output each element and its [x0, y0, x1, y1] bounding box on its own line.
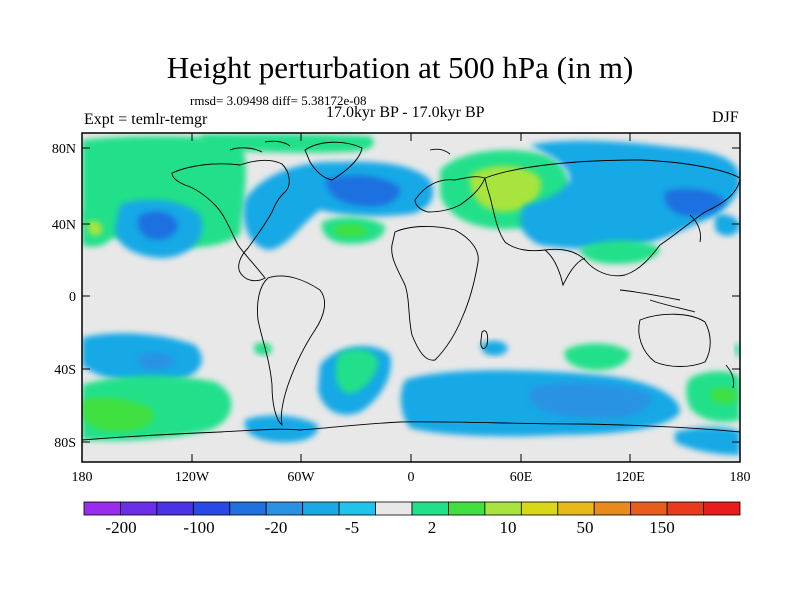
region-negative-westpacific: [715, 214, 740, 236]
contour-fields: [82, 133, 740, 455]
region-negative-pacific-core: [138, 211, 178, 240]
region-positive-eastasia: [580, 240, 660, 264]
colorbar-label-neg100: -100: [183, 518, 214, 537]
region-positive-southpacific-core: [82, 397, 154, 432]
x-label-60w: 60W: [287, 470, 315, 485]
colorbar-label-neg20: -20: [265, 518, 288, 537]
x-label-180e: 180: [730, 470, 751, 485]
coast-africa: [391, 226, 479, 361]
colorbar-bin-7: [338, 501, 376, 516]
colorbar-bin-11: [484, 501, 522, 516]
y-label-40s: 40S: [54, 363, 76, 378]
x-label-60e: 60E: [510, 470, 533, 485]
coast-antarctica: [82, 421, 740, 441]
y-label-40n: 40N: [52, 218, 76, 233]
colorbar-bin-2: [156, 501, 194, 516]
y-axis: 80N 40N 0 40S 80S: [52, 142, 740, 451]
region-negative-atlantic-core: [325, 175, 401, 207]
colorbar-bin-3: [192, 501, 231, 516]
coast-north-america: [171, 159, 290, 282]
colorbar-bin-15: [630, 501, 668, 516]
season-label: DJF: [712, 109, 739, 126]
colorbar-bin-12: [520, 501, 559, 516]
region-negative-siberia: [520, 140, 740, 249]
x-label-0: 0: [408, 470, 415, 485]
colorbar-bin-6: [302, 501, 340, 516]
region-positive-southatlantic: [335, 348, 378, 394]
x-label-120e: 120E: [615, 470, 645, 485]
colorbar-bin-8: [375, 501, 413, 516]
coast-indonesia: [619, 289, 696, 313]
colorbar: [83, 501, 741, 516]
colorbar-label-neg200: -200: [105, 518, 136, 537]
colorbar-bin-16: [666, 501, 704, 516]
y-label-80s: 80S: [54, 436, 76, 451]
region-positive-farwest-core: [88, 220, 103, 236]
period-label: 17.0kyr BP - 17.0kyr BP: [326, 104, 485, 121]
experiment-label: Expt = temlr-temgr: [84, 111, 208, 128]
colorbar-bin-0: [83, 501, 121, 516]
coast-australia: [638, 313, 711, 367]
colorbar-label-50: 50: [577, 518, 594, 537]
colorbar-bin-13: [557, 501, 595, 516]
colorbar-bin-14: [593, 501, 632, 516]
colorbar-bin-17: [703, 501, 741, 516]
region-positive-tropic-1: [254, 342, 272, 356]
colorbar-label-150: 150: [649, 518, 675, 537]
coast-greenland: [304, 141, 363, 181]
colorbar-labels: -200 -100 -20 -5 2 10 50 150: [105, 518, 674, 537]
region-negative-southpacific-core: [137, 352, 175, 370]
coast-newzealand: [725, 364, 735, 389]
colorbar-label-10: 10: [500, 518, 517, 537]
x-axis: 180 120W 60W 0 60E 120E 180: [72, 133, 751, 485]
rmsd-diff-stats: rmsd= 3.09498 diff= 5.38172e-08: [190, 93, 367, 108]
y-label-0: 0: [69, 290, 76, 305]
region-negative-antarctic-west: [244, 415, 319, 443]
region-negative-southernocean-core: [530, 383, 651, 418]
x-label-180w: 180: [72, 470, 93, 485]
coast-arctic-islands: [229, 140, 451, 155]
region-positive-midatlantic-core: [333, 223, 368, 237]
colorbar-bin-4: [229, 501, 267, 516]
colorbar-label-neg5: -5: [345, 518, 359, 537]
coastlines: [82, 140, 740, 441]
colorbar-bin-9: [411, 501, 449, 516]
colorbar-bin-1: [120, 501, 158, 516]
page-title: Height perturbation at 500 hPa (in m): [166, 50, 634, 85]
y-label-80n: 80N: [52, 142, 76, 157]
coast-india: [544, 249, 586, 287]
region-positive-southindian: [564, 343, 630, 371]
region-positive-tropic-3: [734, 343, 740, 358]
coast-madagascar: [480, 330, 489, 350]
colorbar-bin-5: [265, 501, 304, 516]
region-negative-southeast-edge: [675, 427, 740, 455]
coast-asia: [484, 159, 740, 277]
coast-japan: [689, 214, 701, 243]
region-positive-southeast-core: [709, 388, 738, 404]
coast-south-america: [257, 275, 326, 427]
colorbar-label-2: 2: [428, 518, 437, 537]
x-label-120w: 120W: [175, 470, 210, 485]
coast-europe: [414, 176, 486, 213]
colorbar-bin-10: [448, 501, 486, 516]
